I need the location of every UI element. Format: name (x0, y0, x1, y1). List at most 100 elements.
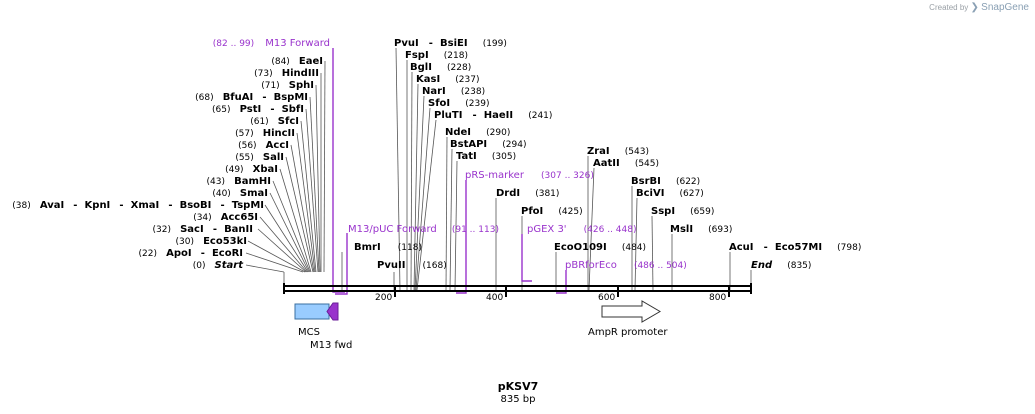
enzyme-label-apoi[interactable]: (22) ApoI - EcoRI (139, 241, 243, 260)
enzyme-label-acui[interactable]: AcuI - Eco57MI (798) (729, 235, 861, 254)
enzyme-pos: (659) (690, 207, 714, 217)
enzyme-name: EaeI (299, 56, 323, 67)
enzyme-label-avai[interactable]: (38) AvaI - KpnI - XmaI - BsoBI - TspMI (12, 193, 264, 212)
enzyme-label-xbai[interactable]: (49) XbaI (225, 157, 278, 176)
primer-name: pGEX 3' (527, 224, 567, 235)
primer-label-pbrforeco[interactable]: pBRforEco (486 .. 504) (565, 253, 687, 272)
enzyme-name: BmrI (354, 242, 381, 253)
ampr-promoter-feature[interactable] (601, 300, 661, 323)
enzyme-label-start[interactable]: (0) Start (193, 253, 245, 272)
enzyme-pos: (84) (271, 57, 289, 67)
enzyme-label-aatii[interactable]: AatII (545) (593, 151, 659, 170)
connector-sspi (651, 215, 654, 291)
enzyme-pos: (49) (225, 165, 243, 175)
enzyme-label-hindiii[interactable]: (73) HindIII (254, 61, 319, 80)
primer-range: (307 .. 326) (541, 171, 594, 181)
enzyme-label-sfoi[interactable]: SfoI (239) (428, 91, 489, 110)
primer-name: M13/pUC Forward (348, 224, 437, 235)
enzyme-name: BsiEI (440, 38, 468, 49)
primer-label-m13-forward[interactable]: (82 .. 99) M13 Forward (213, 31, 330, 50)
enzyme-label-end[interactable]: End (835) (751, 253, 811, 272)
enzyme-sep: - (429, 38, 433, 49)
enzyme-name: BanII (224, 224, 253, 235)
enzyme-label-pvui[interactable]: PvuI - BsiEI (199) (394, 31, 507, 50)
enzyme-label-saci[interactable]: (32) SacI - BanII (153, 217, 253, 236)
enzyme-name: Start (215, 260, 245, 271)
enzyme-name: BfuAI (223, 92, 254, 103)
credit-text: Created by (929, 3, 969, 12)
enzyme-name: PvuI (394, 38, 419, 49)
enzyme-label-zrai[interactable]: ZraI (543) (587, 139, 649, 158)
enzyme-label-sspi[interactable]: SspI (659) (651, 199, 714, 218)
enzyme-label-acc65i[interactable]: (34) Acc65I (193, 205, 258, 224)
enzyme-label-ecoo109i[interactable]: EcoO109I (484) (554, 235, 646, 254)
enzyme-name: BamHI (234, 176, 271, 187)
enzyme-name: HincII (263, 128, 295, 139)
enzyme-label-nari[interactable]: NarI (238) (422, 79, 485, 98)
enzyme-pos: (65) (212, 105, 230, 115)
enzyme-label-acci[interactable]: (56) AccI (238, 133, 289, 152)
primer-range: (91 .. 113) (452, 225, 499, 235)
primer-m13-forward-line (332, 48, 345, 293)
enzyme-name: SphI (289, 80, 314, 91)
primer-name: pBRforEco (565, 260, 617, 271)
enzyme-label-bgli[interactable]: BglI (228) (410, 55, 471, 74)
connector-aatii (588, 167, 595, 291)
feature-label-ampr-promoter: AmpR promoter (588, 327, 668, 338)
connector-smai (269, 192, 310, 273)
enzyme-name: ApoI (166, 248, 192, 259)
enzyme-pos: (545) (635, 159, 659, 169)
enzyme-label-smai[interactable]: (40) SmaI (212, 181, 268, 200)
enzyme-pos: (30) (176, 237, 194, 247)
enzyme-label-msli[interactable]: MslI (693) (670, 217, 732, 236)
enzyme-pos: (241) (528, 111, 552, 121)
enzyme-pos: (57) (235, 129, 253, 139)
enzyme-label-tati[interactable]: TatI (305) (456, 144, 516, 163)
enzyme-label-fspi[interactable]: FspI (218) (405, 43, 468, 62)
enzyme-label-bstapi[interactable]: BstAPI (294) (450, 132, 526, 151)
enzyme-name: AvaI (40, 200, 64, 211)
enzyme-label-kasi[interactable]: KasI (237) (416, 67, 479, 86)
enzyme-label-pluti[interactable]: PluTI - HaeII (241) (434, 103, 552, 122)
enzyme-label-bamhi[interactable]: (43) BamHI (207, 169, 271, 188)
m13-fwd-feature[interactable] (326, 302, 339, 321)
enzyme-label-bmri[interactable]: BmrI (118) (354, 235, 422, 254)
enzyme-label-pfoi[interactable]: PfoI (425) (521, 199, 583, 218)
enzyme-pos: (835) (787, 261, 811, 271)
enzyme-name: PfoI (521, 206, 543, 217)
enzyme-label-bfuai[interactable]: (68) BfuAI - BspMI (195, 85, 308, 104)
sequence-backbone (283, 283, 752, 297)
enzyme-label-pvuii[interactable]: PvuII (168) (377, 253, 447, 272)
enzyme-name: BspMI (274, 92, 308, 103)
enzyme-name: Eco57MI (775, 242, 822, 253)
connector-sfci (300, 120, 317, 273)
enzyme-label-sphi[interactable]: (71) SphI (261, 73, 314, 92)
enzyme-name: AcuI (729, 242, 754, 253)
primer-label-m13puc-forward[interactable]: M13/pUC Forward (91 .. 113) (348, 217, 499, 236)
enzyme-pos: (71) (261, 81, 279, 91)
credit-brand: SnapGene (981, 2, 1029, 13)
primer-label-pgex3[interactable]: pGEX 3' (426 .. 448) (527, 217, 636, 236)
enzyme-pos: (73) (254, 69, 272, 79)
feature-label-m13-fwd: M13 fwd (310, 340, 352, 351)
enzyme-label-drdi[interactable]: DrdI (381) (496, 181, 559, 200)
enzyme-label-sali[interactable]: (55) SalI (235, 145, 284, 164)
primer-prs-marker-line (456, 180, 467, 294)
enzyme-name: HindIII (282, 68, 319, 79)
enzyme-label-ndei[interactable]: NdeI (290) (445, 120, 510, 139)
enzyme-pos: (118) (398, 243, 422, 253)
enzyme-label-bcivi[interactable]: BciVI (627) (636, 181, 704, 200)
enzyme-label-hincii[interactable]: (57) HincII (235, 121, 295, 140)
primer-label-prs-marker[interactable]: pRS-marker (307 .. 326) (465, 163, 594, 182)
enzyme-labels-left: (0) Start (22) ApoI - EcoRI (30) Eco53kI… (12, 49, 323, 272)
enzyme-label-sfci[interactable]: (61) SfcI (250, 109, 299, 128)
enzyme-name: ZraI (587, 146, 610, 157)
connector-bgli (410, 71, 413, 291)
enzyme-label-eaei[interactable]: (84) EaeI (271, 49, 323, 68)
enzyme-label-eco53ki[interactable]: (30) Eco53kI (176, 229, 248, 248)
enzyme-label-bsrbi[interactable]: BsrBI (622) (631, 169, 700, 188)
enzyme-label-psti[interactable]: (65) PstI - SbfI (212, 97, 304, 116)
enzyme-pos: (543) (625, 147, 649, 157)
mcs-feature[interactable] (294, 303, 330, 320)
enzyme-name: Acc65I (221, 212, 258, 223)
